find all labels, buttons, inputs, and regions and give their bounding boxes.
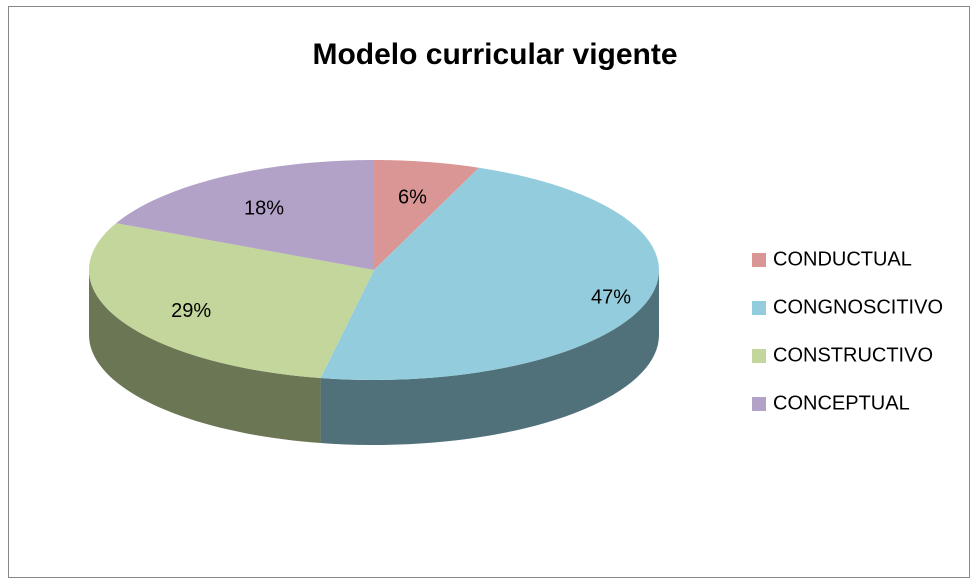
data-label: 47%: [591, 286, 631, 308]
legend-swatch: [752, 397, 766, 411]
legend-swatch: [752, 301, 766, 315]
legend-label: CONGNOSCITIVO: [773, 296, 943, 318]
legend-swatch: [752, 349, 766, 363]
data-label: 29%: [171, 300, 211, 322]
slice: [89, 223, 374, 379]
slice: [116, 160, 374, 270]
legend-label: CONDUCTUAL: [773, 248, 912, 270]
slice: [374, 160, 479, 270]
legend-label: CONCEPTUAL: [773, 392, 910, 414]
legend-label: CONSTRUCTIVO: [773, 344, 933, 366]
slice-side: [89, 270, 321, 444]
data-label: 18%: [244, 197, 284, 219]
legend-swatch: [752, 253, 766, 267]
slice-side: [320, 270, 659, 445]
data-label: 6%: [398, 186, 427, 208]
slice: [320, 167, 659, 380]
chart-title: Modelo curricular vigente: [312, 38, 677, 71]
